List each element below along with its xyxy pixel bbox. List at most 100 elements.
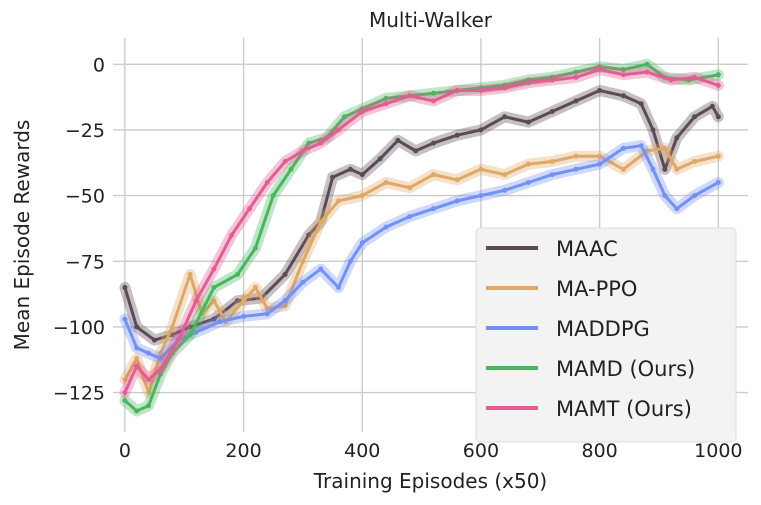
series-point	[146, 403, 152, 409]
series-point	[709, 103, 715, 109]
legend-label: MAMD (Ours)	[556, 357, 695, 381]
series-point	[252, 245, 258, 251]
series-point	[146, 377, 152, 382]
series-point	[158, 350, 163, 356]
series-point	[597, 67, 603, 72]
series-point	[454, 132, 460, 138]
y-axis-label: Mean Episode Rewards	[10, 120, 34, 351]
legend-box	[475, 227, 737, 443]
series-line-2	[123, 144, 720, 360]
series-point	[549, 172, 555, 178]
series-line-4	[123, 68, 720, 395]
series-point	[318, 219, 324, 225]
series-point	[383, 224, 389, 230]
series-point	[229, 232, 235, 238]
series-point	[336, 127, 341, 133]
series-point	[211, 285, 217, 290]
series-point	[525, 161, 531, 167]
series-point	[549, 77, 555, 83]
chart-title: Multi-Walker	[369, 8, 493, 32]
series-point	[241, 313, 247, 319]
y-tick-label: −25	[65, 120, 105, 142]
series-point	[193, 329, 199, 335]
series-point	[247, 206, 252, 212]
series-point	[692, 193, 698, 199]
series-point	[650, 127, 656, 133]
y-tick-label: −75	[65, 251, 105, 273]
series-point	[134, 356, 140, 361]
series-point	[662, 145, 668, 151]
series-point	[359, 193, 365, 199]
series-point	[146, 350, 152, 356]
series-point	[270, 193, 276, 199]
series-point	[502, 172, 508, 178]
x-tick-label: 800	[582, 440, 618, 462]
series-point	[454, 177, 460, 183]
x-tick-label: 400	[344, 440, 380, 462]
series-point	[715, 114, 721, 120]
series-point	[620, 72, 626, 78]
series-point	[431, 140, 436, 146]
y-tick-label: −50	[65, 186, 105, 208]
series-point	[187, 271, 193, 277]
series-point	[235, 298, 241, 304]
series-point	[644, 69, 650, 75]
series-group	[119, 58, 724, 417]
series-point	[122, 316, 128, 322]
tick-labels: 0 200 400 600 800 1000 0 −25 −50 −75 −100 −125	[53, 54, 743, 462]
series-point	[341, 114, 347, 120]
series-point	[211, 316, 217, 322]
series-point	[300, 258, 306, 264]
series-point	[407, 214, 413, 220]
series-point	[502, 114, 508, 120]
series-point	[383, 95, 389, 101]
series-point	[122, 390, 128, 396]
series-point	[211, 298, 217, 304]
series-point	[573, 74, 579, 80]
series-point	[175, 337, 181, 343]
series-point	[347, 258, 353, 264]
series-point	[502, 187, 508, 193]
series-point	[282, 271, 288, 277]
series-point	[134, 408, 140, 414]
series-point	[407, 93, 413, 99]
series-point	[620, 93, 626, 99]
series-point	[158, 356, 163, 361]
series-point	[431, 172, 436, 178]
series-point	[573, 166, 579, 172]
series-point	[318, 266, 324, 272]
x-axis-label: Training Episodes (x50)	[313, 469, 548, 493]
series-point	[282, 303, 288, 309]
series-point	[359, 240, 365, 246]
series-point	[715, 72, 721, 78]
series-point	[134, 345, 140, 351]
series-point	[134, 363, 140, 369]
series-point	[549, 109, 555, 114]
series-point	[300, 148, 306, 154]
series-point	[692, 74, 698, 80]
series-point	[692, 159, 698, 164]
series-point	[454, 198, 460, 204]
series-point	[413, 148, 419, 154]
series-point	[597, 153, 603, 159]
y-tick-label: −100	[53, 317, 105, 339]
series-point	[478, 166, 484, 172]
series-point	[549, 159, 555, 164]
series-point	[122, 377, 128, 382]
series-point	[644, 61, 650, 67]
y-tick-label: −125	[53, 383, 105, 405]
series-point	[300, 279, 306, 285]
series-point	[134, 324, 140, 330]
series-point	[597, 88, 603, 93]
series-point	[525, 119, 531, 125]
series-point	[638, 143, 644, 149]
series-point	[692, 114, 698, 120]
series-point	[620, 145, 626, 151]
series-point	[217, 319, 223, 325]
series-point	[336, 285, 341, 290]
series-point	[122, 398, 128, 403]
x-tick-label: 1000	[694, 440, 742, 462]
series-point	[158, 371, 163, 377]
series-point	[597, 161, 603, 167]
